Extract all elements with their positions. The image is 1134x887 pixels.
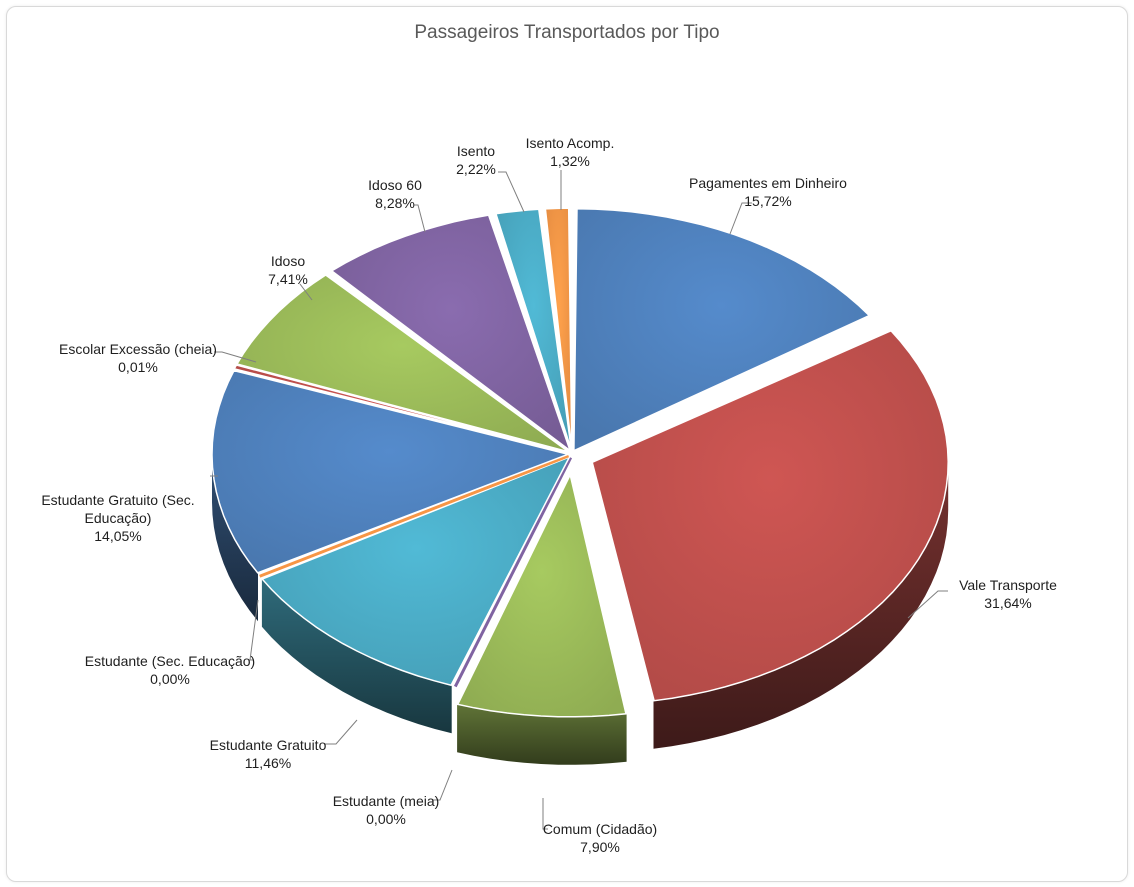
slice-9: [235, 274, 570, 453]
data-label-11: Isento 2,22%: [456, 143, 496, 177]
data-label-value: 31,64%: [984, 595, 1031, 611]
leader-line-2: [907, 590, 948, 619]
data-label-4: Estudante (meia) 0,00%: [333, 793, 440, 827]
slice-6: [259, 454, 570, 578]
data-label-name: Idoso 60: [368, 177, 422, 193]
data-label-value: 11,46%: [245, 755, 291, 771]
slice-4: [453, 456, 573, 688]
data-label-value: 8,28%: [375, 195, 415, 211]
data-label-2: Vale Transporte 31,64%: [959, 577, 1057, 611]
data-label-6: Estudante (Sec. Educação) 0,00%: [85, 653, 255, 687]
slice-side-7: [212, 454, 258, 622]
leader-line-9: [299, 283, 313, 301]
data-label-name: Escolar Excessão (cheia): [59, 341, 217, 357]
leader-line-5: [324, 719, 358, 745]
data-label-value: 15,72%: [744, 193, 791, 209]
data-label-name: Estudante (Sec. Educação): [85, 653, 255, 669]
leader-line-11: [498, 171, 525, 213]
slice-10: [330, 214, 572, 453]
leader-line-1: [729, 202, 752, 235]
data-label-name: Isento: [457, 143, 495, 159]
data-label-value: 14,05%: [94, 528, 141, 544]
leader-line-6: [249, 599, 259, 661]
data-label-name: Educação): [85, 510, 152, 526]
slice-8: [233, 364, 569, 454]
leader-line-3: [542, 798, 548, 830]
pie-side-walls: [212, 454, 949, 765]
slice-2: [591, 329, 949, 702]
data-label-name: Vale Transporte: [959, 577, 1057, 593]
slice-7: [211, 369, 571, 574]
data-label-5: Estudante Gratuito 11,46%: [210, 737, 327, 771]
data-label-name: Comum (Cidadão): [543, 821, 657, 837]
chart-title: Passageiros Transportados por Tipo: [414, 22, 720, 43]
slice-side-2: [653, 462, 949, 749]
slice-3: [456, 472, 627, 718]
data-label-name: Estudante Gratuito: [210, 737, 327, 753]
data-label-name: Idoso: [271, 253, 305, 269]
data-label-7: Estudante Gratuito (Sec. Educação) 14,05%: [41, 492, 194, 544]
data-label-value: 0,00%: [366, 811, 406, 827]
data-label-name: Estudante (meia): [333, 793, 440, 809]
data-label-8: Escolar Excessão (cheia) 0,01%: [59, 341, 217, 375]
data-label-value: 0,00%: [150, 671, 190, 687]
data-label-9: Idoso 7,41%: [268, 253, 308, 287]
data-label-3: Comum (Cidadão) 7,90%: [543, 821, 657, 855]
data-label-name: Estudante Gratuito (Sec.: [41, 492, 194, 508]
slice-side-5: [261, 578, 452, 734]
data-label-1: Pagamentes em Dinheiro 15,72%: [689, 175, 847, 209]
slice-side-3: [457, 704, 627, 765]
data-label-value: 7,90%: [580, 839, 620, 855]
slice-11: [494, 208, 573, 451]
data-label-10: Idoso 60 8,28%: [368, 177, 422, 211]
data-label-value: 7,41%: [268, 271, 308, 287]
pie-slices: [211, 207, 949, 718]
slice-5: [260, 455, 572, 687]
leader-line-8: [214, 351, 257, 363]
slice-12: [544, 207, 573, 451]
slice-1: [573, 207, 871, 452]
data-label-value: 2,22%: [456, 161, 496, 177]
data-label-value: 1,32%: [550, 153, 590, 169]
data-label-name: Isento Acomp.: [526, 135, 615, 151]
data-label-12: Isento Acomp. 1,32%: [526, 135, 615, 169]
leader-line-10: [414, 204, 426, 233]
leader-line-4: [432, 769, 453, 801]
data-label-name: Pagamentes em Dinheiro: [689, 175, 847, 191]
data-labels: Pagamentes em Dinheiro 15,72% Vale Transpo…: [41, 135, 1057, 855]
data-label-value: 0,01%: [118, 359, 158, 375]
